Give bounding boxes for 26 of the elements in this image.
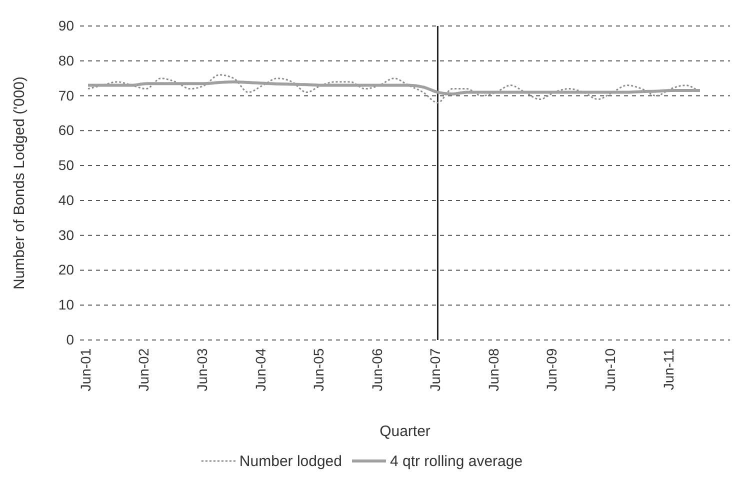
x-tick-label: Jun-05 [310, 348, 327, 392]
legend-label: Number lodged [239, 453, 342, 470]
x-tick-label: Jun-03 [194, 348, 210, 392]
y-tick-label: 10 [58, 296, 74, 313]
x-tick-label: Jun-10 [602, 348, 618, 392]
x-tick-label: Jun-02 [136, 348, 152, 392]
x-tick-label: Jun-11 [660, 348, 676, 390]
y-tick-label: 90 [58, 17, 74, 34]
line-series [86, 80, 702, 96]
x-tick-label: Jun-08 [485, 348, 502, 392]
y-tick-label: 50 [58, 157, 74, 174]
legend-label: 4 qtr rolling average [390, 453, 523, 470]
x-tick-label: Jun-01 [77, 348, 94, 392]
y-tick-label: 40 [58, 192, 74, 208]
x-tick-label: Jun-09 [544, 348, 560, 392]
y-tick-label: 0 [66, 331, 74, 348]
x-tick-label: Jun-06 [368, 348, 385, 392]
y-axis-title: Number of Bonds Lodged ('000) [11, 76, 28, 290]
x-tick-label: Jun-04 [252, 348, 268, 392]
y-tick-label: 80 [58, 52, 74, 68]
y-tick-label: 20 [58, 262, 74, 278]
y-tick-label: 30 [58, 226, 74, 243]
y-tick-label: 70 [58, 87, 74, 104]
x-tick-label: Jun-07 [427, 348, 444, 392]
y-tick-label: 60 [58, 122, 74, 138]
x-axis-title: Quarter [380, 423, 430, 440]
